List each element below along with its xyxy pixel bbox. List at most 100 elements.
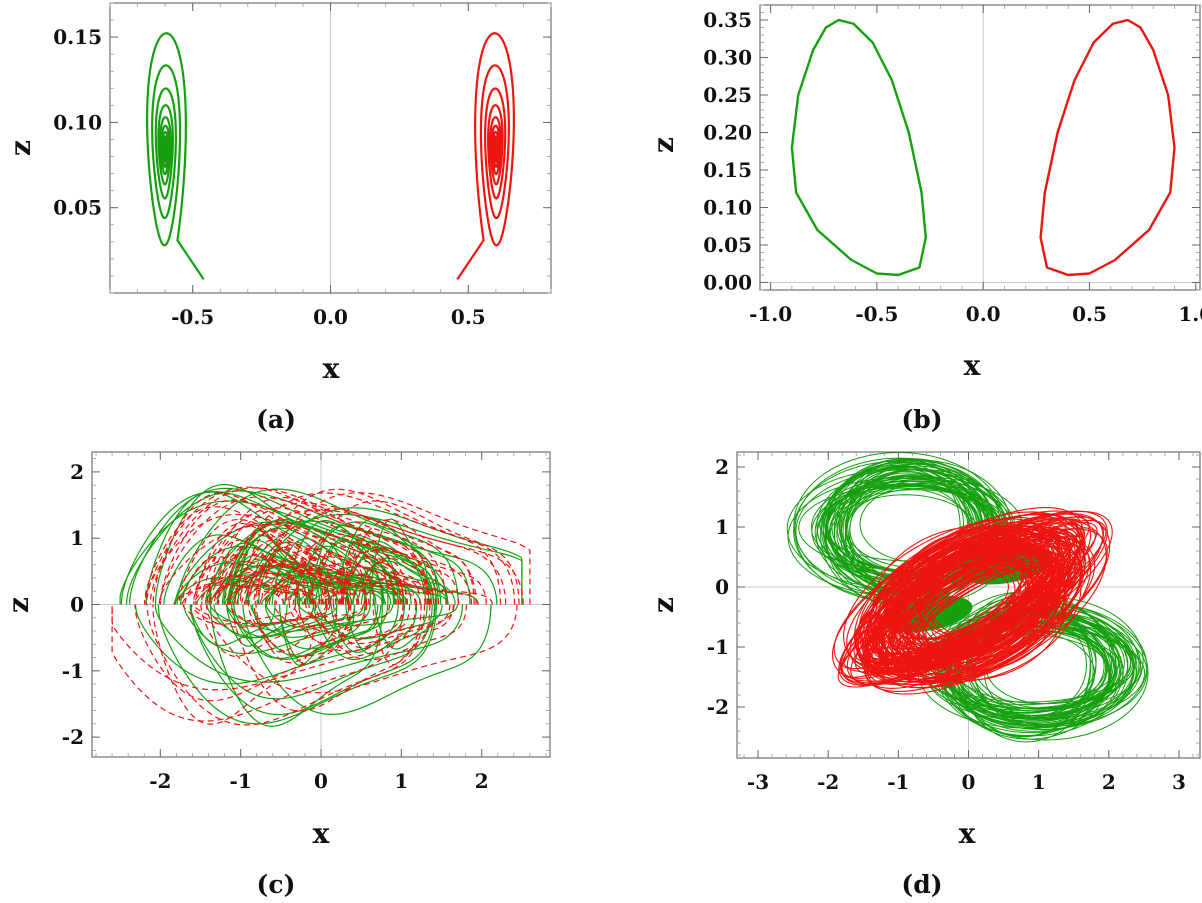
trajectory-loop [190,604,436,716]
y-tick-label: 0.20 [703,121,752,145]
caption-d: (d) [901,870,942,899]
trajectory-loop [217,492,516,605]
trajectory-loop [315,604,468,661]
trajectory-loop [206,520,498,605]
trajectory-loop [176,488,459,605]
trajectory-loop [193,507,428,605]
y-tick-label: 1 [715,515,729,539]
series-red-b [1039,18,1176,277]
trajectory-loop [158,523,473,605]
y-tick-label: 0 [715,575,729,599]
attractor-orbit [865,510,1113,676]
y-tick-label: 0.15 [53,25,102,49]
y-tick-label: 0.05 [703,233,752,257]
x-axis-label-d: x [959,817,976,850]
attractor-orbit [984,631,1110,720]
attractor-orbit [985,630,1107,705]
y-axis-label-c: z [2,597,35,613]
trajectory-loop [193,575,314,605]
spiral-trajectory [456,32,515,280]
axis-ticks-b: -1.0 -0.5 0.0 0.5 1.0 0.00 0.05 0.10 0.15 0.20 0.2… [703,4,1202,326]
trajectory-loop [226,527,375,605]
trajectory-loop [204,522,433,605]
trajectory-loop [146,604,426,726]
trajectory-loop [232,571,315,605]
trajectory-loop [239,529,334,605]
attractor-orbit [945,629,1108,713]
trajectory-loop [195,522,324,605]
trajectory-loop [250,604,371,638]
panel-d: -3 -2 -1 0 1 2 3 -2 -1 0 1 2 x z (d) [647,451,1201,899]
x-tick-label: -2 [149,769,171,793]
trajectory-loop [159,496,440,605]
trajectory-loop [357,562,421,605]
x-tick-label: 0.5 [451,305,486,329]
trajectory-loop [224,530,327,605]
axis-ticks-a: -0.5 0.0 0.5 0.05 0.10 0.15 [53,2,552,329]
trajectory-loop [146,486,430,605]
trajectory-loop [152,492,343,605]
trajectory-loop [231,604,366,659]
trajectory-loop [374,604,436,650]
attractor-orbit [900,532,1042,654]
panel-b: -1.0 -0.5 0.0 0.5 1.0 0.00 0.05 0.10 0.15 0.20 0.2… [647,4,1202,434]
y-tick-label: -2 [62,725,84,749]
trajectory-loop [266,572,397,605]
trajectory-loop [264,547,397,605]
x-tick-label: 1 [1032,770,1046,794]
trajectory-loop [255,604,352,664]
axis-ticks-d: -3 -2 -1 0 1 2 3 -2 -1 0 1 2 [707,452,1200,794]
attractor-orbit [862,513,1111,686]
x-tick-label: 1.0 [1178,302,1202,326]
series-green-a [146,32,205,280]
attractor-orbit [866,540,1085,685]
trajectory-loop [213,558,341,605]
plot-area-d [737,452,1200,758]
x-tick-label: 2 [1102,770,1116,794]
attractor-orbit [888,527,1081,659]
attractor-orbit [901,547,1067,681]
trajectory-loop [226,604,288,647]
trajectory-loop [273,604,368,628]
trajectory-loop [214,575,290,605]
attractor-orbit [855,526,1061,665]
attractor-orbit [840,532,1071,686]
trajectory-loop [159,499,367,605]
trajectory-loop [174,521,449,605]
x-tick-label: 0.5 [1072,302,1107,326]
trajectory-loop [248,492,531,605]
trajectory-loop [134,604,350,702]
trajectory-loop [244,541,366,605]
trajectory-loop [305,604,455,639]
trajectory-loop [328,582,418,605]
trajectory-loop [157,604,437,725]
trajectory-loop [292,538,402,605]
x-tick-label: -0.5 [855,302,898,326]
spiral-trajectory [146,32,205,280]
attractor-orbit [846,507,1084,669]
trajectory-loop [174,577,301,605]
trajectory-loop [154,604,464,683]
trajectory-loop [244,558,400,605]
y-tick-label: 0.10 [53,110,102,134]
trajectory-loop [154,483,349,605]
trajectory-loop [227,565,370,605]
trajectory-loop [363,577,435,605]
trajectory-loop [338,533,407,605]
trajectory-loop [323,585,449,605]
trajectory-loop [190,604,331,628]
y-tick-label: 0.30 [703,46,752,70]
attractor-orbit [912,552,1039,655]
y-tick-label: -1 [62,659,84,683]
attractor-orbit [853,517,1079,664]
trajectory-loop [193,502,507,605]
y-tick-label: 1 [70,526,84,550]
trajectory-loop [261,546,328,605]
trajectory-loop [206,509,524,605]
attractor-orbit [942,605,1149,741]
series-red-d [831,507,1113,695]
plot-area-a [146,3,515,293]
trajectory-loop [232,604,422,712]
trajectory-loop [242,604,492,715]
trajectory-loop [251,604,382,658]
